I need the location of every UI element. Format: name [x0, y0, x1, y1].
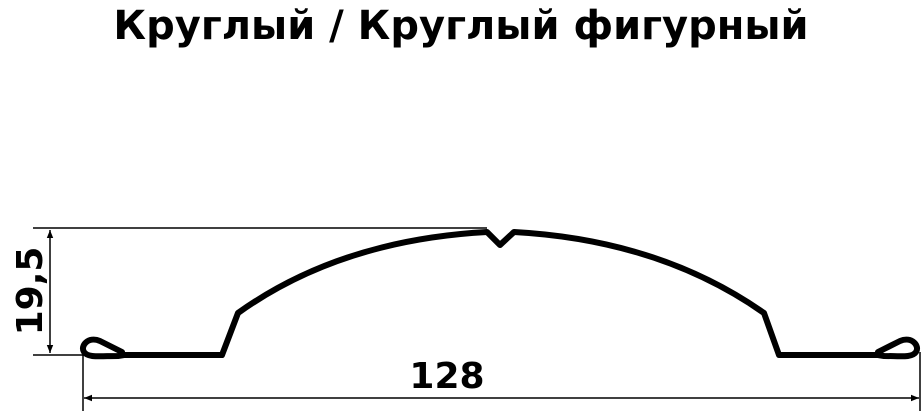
diagram-title: Круглый / Круглый фигурный	[113, 3, 809, 49]
height-dimension-label: 19,5	[10, 247, 51, 336]
profile-outline	[80, 229, 920, 360]
width-dimension-label: 128	[409, 356, 484, 397]
